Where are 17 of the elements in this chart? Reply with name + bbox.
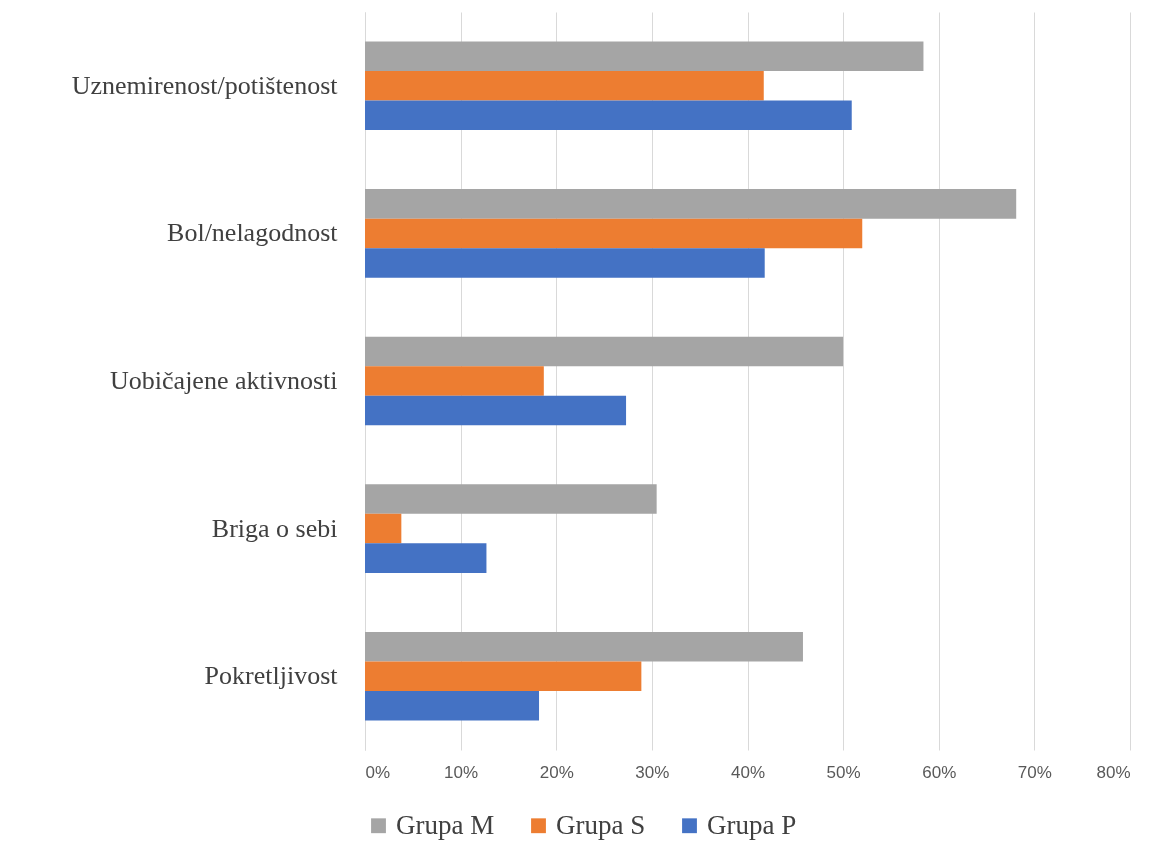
y-tick-label: Bol/nelagodnost [167,218,339,248]
x-tick-label: 30% [635,762,670,782]
x-tick-label: 10% [444,762,479,782]
y-tick-label: Briga o sebi [211,513,338,543]
x-tick-label: 70% [1017,762,1052,782]
x-tick-label: 60% [922,762,957,782]
x-tick-label: 0% [365,762,391,782]
legend-label: Grupa S [556,809,646,840]
x-tick-label: 50% [826,762,861,782]
x-tick-label: 20% [539,762,574,782]
legend-label: Grupa P [707,809,797,840]
x-tick-label: 80% [1096,762,1131,782]
legend-label: Grupa M [396,809,495,840]
y-tick-label: Uobičajene aktivnosti [110,366,338,395]
x-tick-label: 40% [730,762,766,782]
y-tick-label: Pokretljivost [204,661,339,691]
y-tick-label: Uznemirenost/potištenost [71,70,339,100]
